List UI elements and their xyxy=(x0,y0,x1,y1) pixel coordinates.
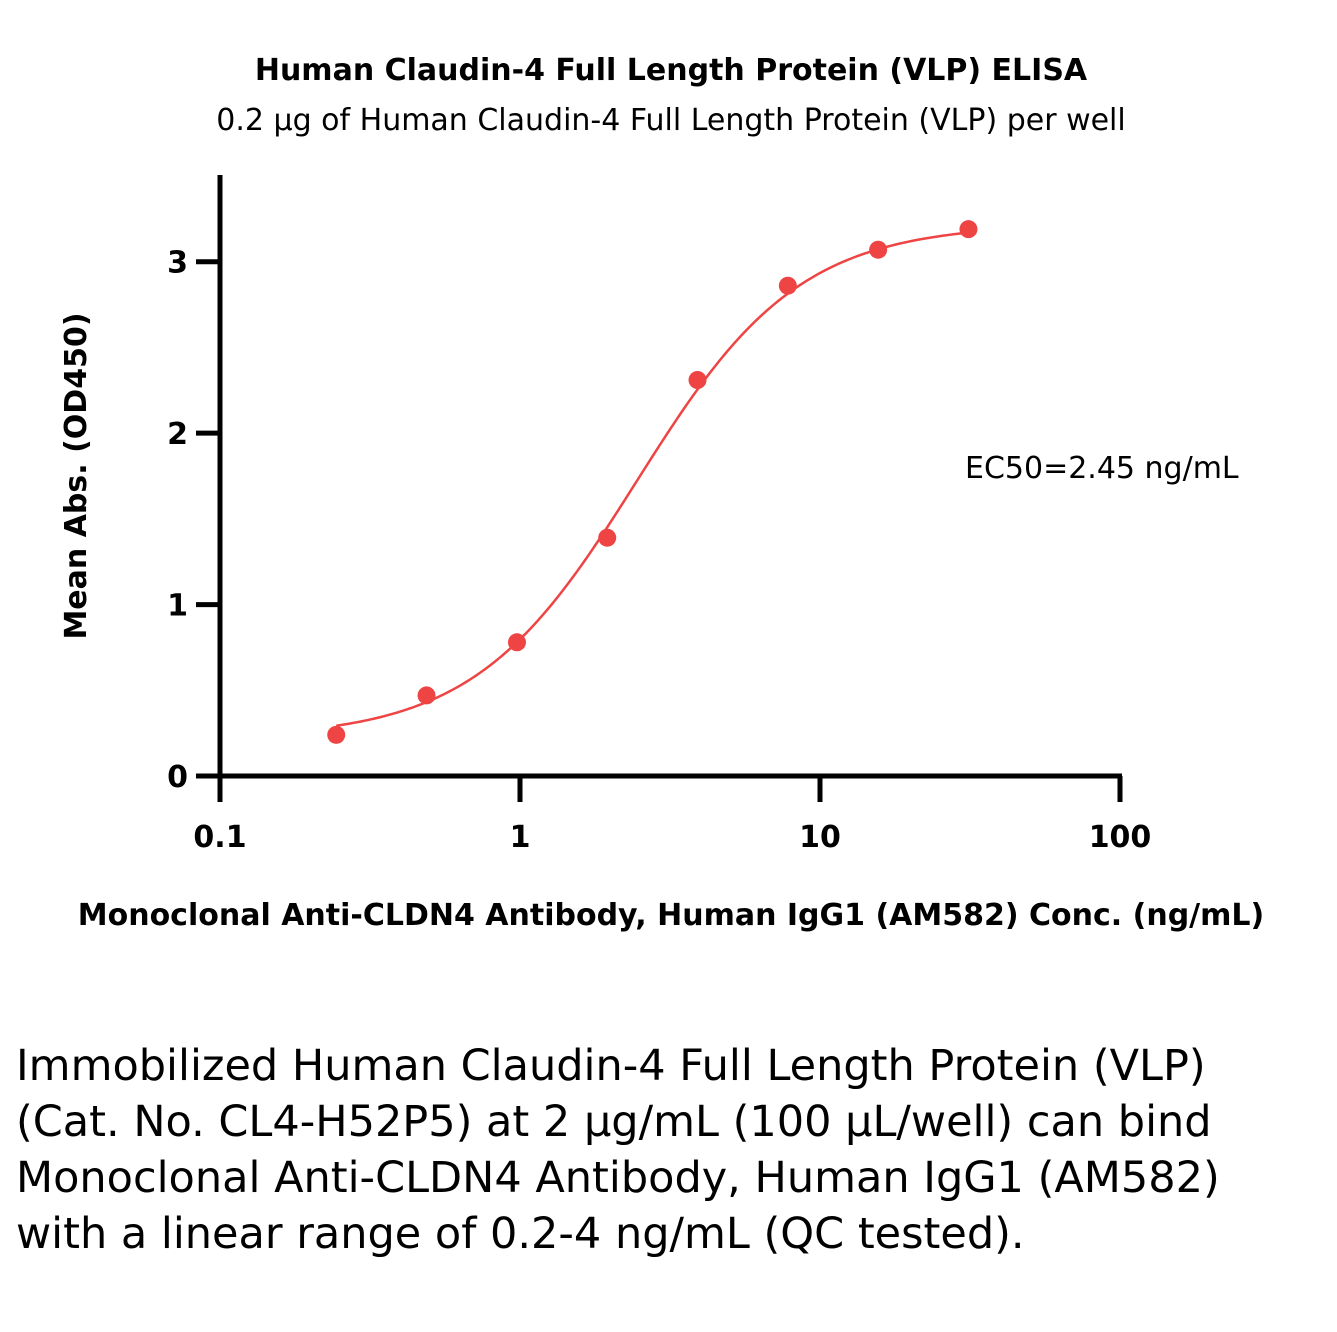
x-ticks: 0.1 1 10 100 xyxy=(193,776,1151,855)
data-point xyxy=(417,686,436,705)
caption: Immobilized Human Claudin-4 Full Length … xyxy=(16,1041,1220,1259)
x-tick-label: 100 xyxy=(1089,820,1152,855)
x-tick-label: 1 xyxy=(510,820,531,855)
fit-curve xyxy=(336,231,969,727)
y-tick-label: 0 xyxy=(167,760,188,795)
y-tick-label: 1 xyxy=(167,589,188,624)
chart-subtitle: 0.2 μg of Human Claudin-4 Full Length Pr… xyxy=(216,103,1125,138)
data-point xyxy=(507,633,526,652)
data-point xyxy=(778,276,797,295)
x-tick-label: 10 xyxy=(799,820,841,855)
data-point xyxy=(869,240,888,259)
y-tick-label: 3 xyxy=(167,246,188,281)
x-axis-label: Monoclonal Anti-CLDN4 Antibody, Human Ig… xyxy=(78,898,1264,933)
ec50-annotation: EC50=2.45 ng/mL xyxy=(965,451,1239,486)
chart-title: Human Claudin-4 Full Length Protein (VLP… xyxy=(255,53,1088,88)
y-axis-label: Mean Abs. (OD450) xyxy=(59,312,94,639)
data-point xyxy=(688,371,707,389)
y-tick-label: 2 xyxy=(167,417,188,452)
data-point xyxy=(959,220,978,239)
data-point xyxy=(327,725,346,744)
y-axis: 0 1 2 3 xyxy=(167,175,223,795)
y-ticks: 0 1 2 3 xyxy=(167,246,220,795)
x-axis: 0.1 1 10 100 xyxy=(193,773,1151,855)
x-tick-label: 0.1 xyxy=(193,820,246,855)
data-points xyxy=(327,220,978,744)
data-point xyxy=(598,528,617,547)
elisa-chart: Human Claudin-4 Full Length Protein (VLP… xyxy=(59,53,1264,933)
